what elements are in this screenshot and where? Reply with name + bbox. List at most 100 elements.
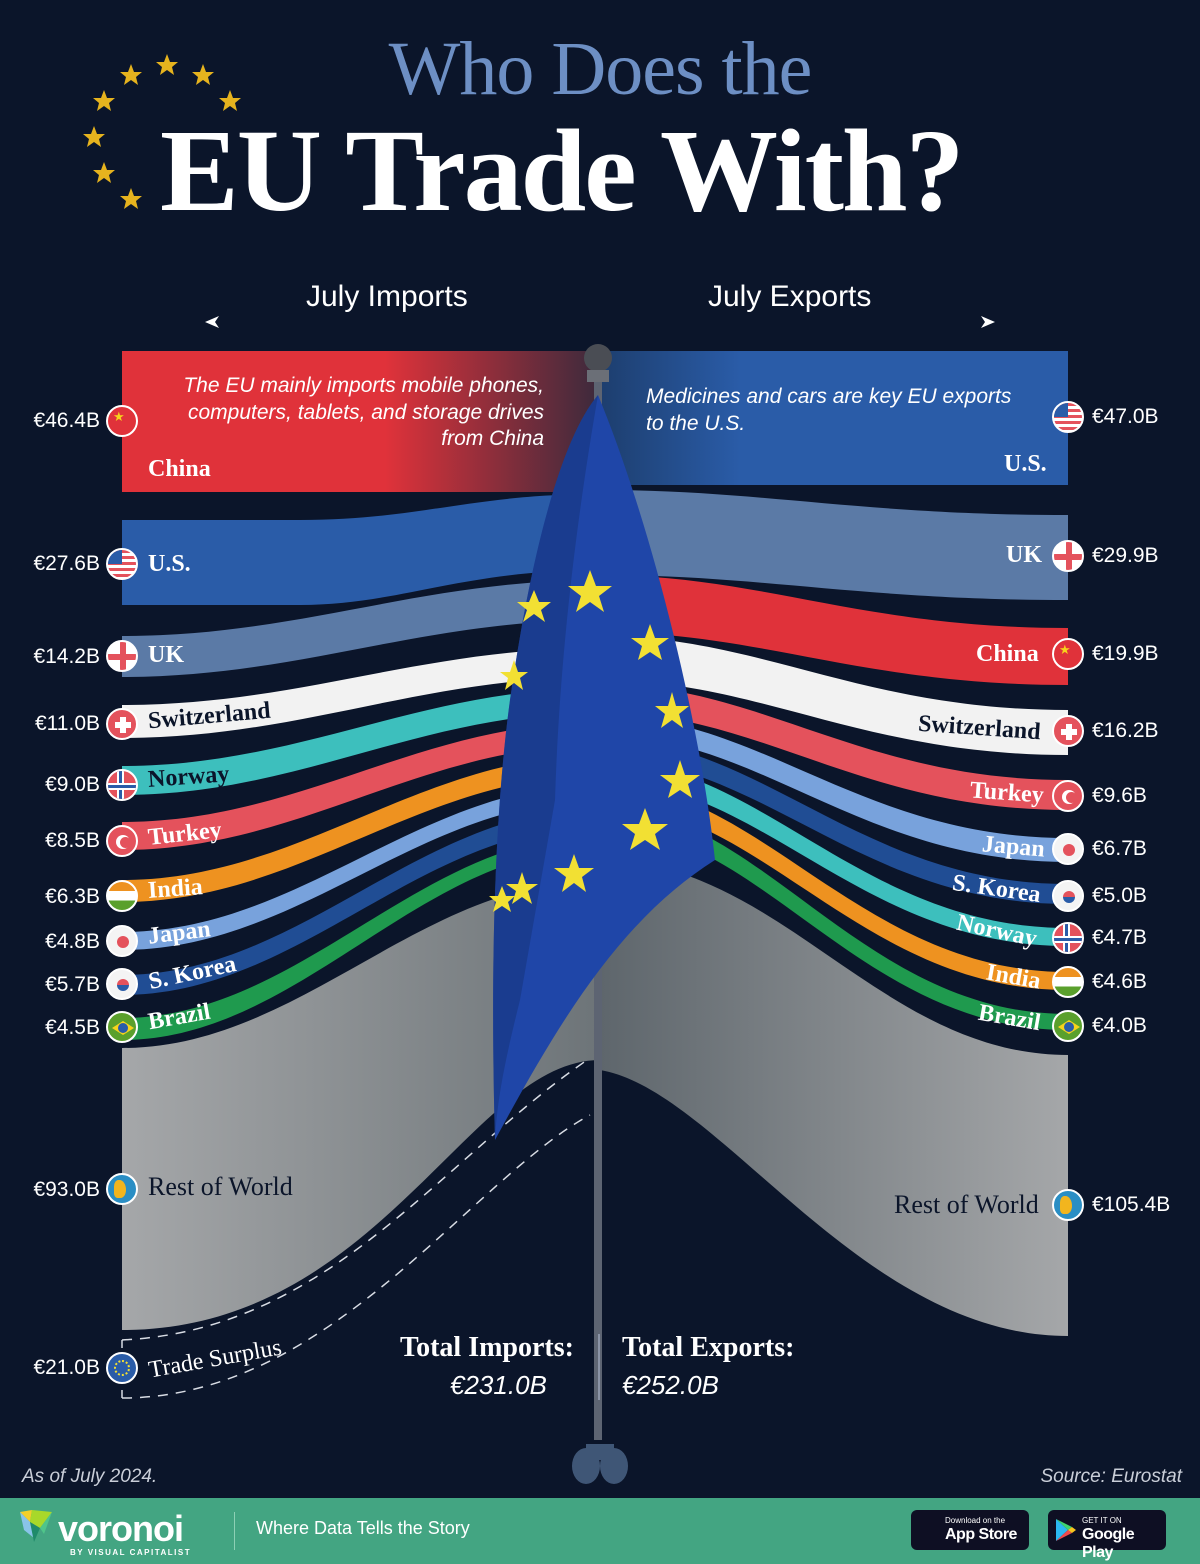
import-value-brazil: €4.5B — [45, 1016, 100, 1039]
import-value-rest-of-world: €93.0B — [33, 1178, 100, 1201]
norway-flag-icon — [1052, 922, 1084, 954]
brazil-flag-icon — [1052, 1010, 1084, 1042]
left-arrow-icon — [205, 316, 550, 328]
uk-flag-icon — [1052, 540, 1084, 572]
eu-stars-icon — [83, 54, 241, 209]
south-korea-flag-icon — [1052, 880, 1084, 912]
china-flag-icon: ★ — [106, 405, 138, 437]
turkey-flag-icon — [1052, 780, 1084, 812]
import-value-switzerland: €11.0B — [35, 712, 100, 735]
title-line-1: Who Does the — [388, 27, 813, 111]
export-value-switzerland: €16.2B — [1092, 719, 1159, 742]
import-country-uk: UK — [148, 642, 184, 668]
south-korea-flag-icon — [106, 968, 138, 1000]
google-play-big-text: Google Play — [1082, 1526, 1135, 1561]
export-country-uk: UK — [1006, 542, 1042, 568]
import-value-china: €46.4B — [33, 409, 100, 432]
flow-switzerland-imports — [122, 648, 600, 738]
import-value-uk: €14.2B — [33, 645, 100, 668]
source-note: Source: Eurostat — [1040, 1466, 1182, 1487]
flow-turkey-exports — [600, 684, 1068, 810]
flow-rest-of-world-imports — [122, 880, 600, 1330]
flow-brazil-imports — [122, 835, 600, 1040]
import-value-india: €6.3B — [45, 885, 100, 908]
import-country-china: China — [148, 456, 211, 482]
flow-us-imports — [122, 494, 600, 605]
globe-icon — [1052, 1189, 1084, 1221]
eu-flag-illustration — [489, 395, 715, 1140]
flow-norway-imports — [122, 688, 600, 795]
india-flag-icon — [1052, 966, 1084, 998]
flow-norway-exports — [600, 760, 1068, 946]
flow-japan-imports — [122, 784, 600, 950]
import-country-norway: Norway — [147, 761, 231, 793]
globe-icon — [106, 1173, 138, 1205]
switzerland-flag-icon — [1052, 715, 1084, 747]
exports-direction-label: July Exports — [708, 280, 872, 313]
as-of-note: As of July 2024. — [22, 1466, 158, 1487]
import-value-trade-surplus: €21.0B — [33, 1356, 100, 1379]
app-store-button[interactable]: Download on the App Store — [911, 1510, 1029, 1550]
total-exports-value: €252.0B — [622, 1370, 719, 1400]
flow-turkey-imports — [122, 722, 600, 850]
total-exports-label: Total Exports: — [622, 1332, 795, 1363]
export-value-india: €4.6B — [1092, 970, 1147, 993]
export-country-turkey: Turkey — [969, 777, 1045, 809]
tagline: Where Data Tells the Story — [256, 1518, 470, 1538]
export-value-uk: €29.9B — [1092, 544, 1159, 567]
turkey-flag-icon — [106, 825, 138, 857]
export-country-rest-of-world: Rest of World — [894, 1190, 1039, 1219]
norway-flag-icon — [106, 769, 138, 801]
india-flag-icon — [106, 880, 138, 912]
import-country-rest-of-world: Rest of World — [148, 1172, 293, 1201]
export-value-norway: €4.7B — [1092, 926, 1147, 949]
footer-bar: voronoi BY VISUAL CAPITALIST Where Data … — [0, 1498, 1200, 1564]
flow-japan-exports — [600, 715, 1068, 862]
export-value-us: €47.0B — [1092, 405, 1159, 428]
import-country-india: India — [147, 874, 204, 904]
japan-flag-icon — [106, 925, 138, 957]
export-value-china: €19.9B — [1092, 642, 1159, 665]
totals-divider — [598, 1334, 600, 1400]
switzerland-flag-icon — [106, 708, 138, 740]
export-value-south-korea: €5.0B — [1092, 884, 1147, 907]
export-country-us: U.S. — [1004, 451, 1047, 477]
import-value-us: €27.6B — [33, 552, 100, 575]
flow-rest-of-world-exports — [600, 860, 1068, 1336]
app-store-small-text: Download on the — [945, 1516, 1006, 1525]
binoculars-logo-icon — [572, 1444, 628, 1484]
voronoi-brand[interactable]: voronoi — [58, 1508, 184, 1549]
china-flag-icon: ★ — [1052, 638, 1084, 670]
flow-uk-exports — [600, 490, 1068, 600]
google-play-small-text: GET IT ON — [1082, 1516, 1122, 1525]
export-value-turkey: €9.6B — [1092, 784, 1147, 807]
flow-china-imports — [122, 351, 600, 492]
japan-flag-icon — [1052, 833, 1084, 865]
import-value-turkey: €8.5B — [45, 829, 100, 852]
total-imports-label: Total Imports: — [400, 1332, 574, 1363]
flow-south-korea-imports — [122, 808, 600, 995]
imports-annotation: The EU mainly imports mobile phones, com… — [183, 374, 544, 451]
export-value-japan: €6.7B — [1092, 837, 1147, 860]
import-value-south-korea: €5.7B — [45, 973, 100, 996]
import-value-norway: €9.0B — [45, 773, 100, 796]
google-play-icon — [1056, 1519, 1076, 1541]
total-imports-value: €231.0B — [450, 1370, 547, 1400]
export-country-japan: Japan — [981, 831, 1046, 863]
right-arrow-icon — [650, 316, 995, 328]
imports-direction-label: July Imports — [306, 280, 468, 313]
flow-india-exports — [600, 783, 1068, 990]
flow-china-exports — [600, 575, 1068, 685]
us-flag-icon — [1052, 401, 1084, 433]
flow-us-exports — [600, 351, 1068, 485]
google-play-button[interactable]: GET IT ON Google Play — [1048, 1510, 1166, 1561]
title-block: Who Does the EU Trade With? — [0, 0, 1200, 260]
export-country-china: China — [976, 641, 1039, 667]
flow-india-imports — [122, 755, 600, 902]
export-value-rest-of-world: €105.4B — [1092, 1193, 1171, 1216]
export-value-brazil: €4.0B — [1092, 1014, 1147, 1037]
app-store-big-text: App Store — [945, 1526, 1017, 1543]
voronoi-logo-icon — [20, 1510, 52, 1542]
uk-flag-icon — [106, 640, 138, 672]
